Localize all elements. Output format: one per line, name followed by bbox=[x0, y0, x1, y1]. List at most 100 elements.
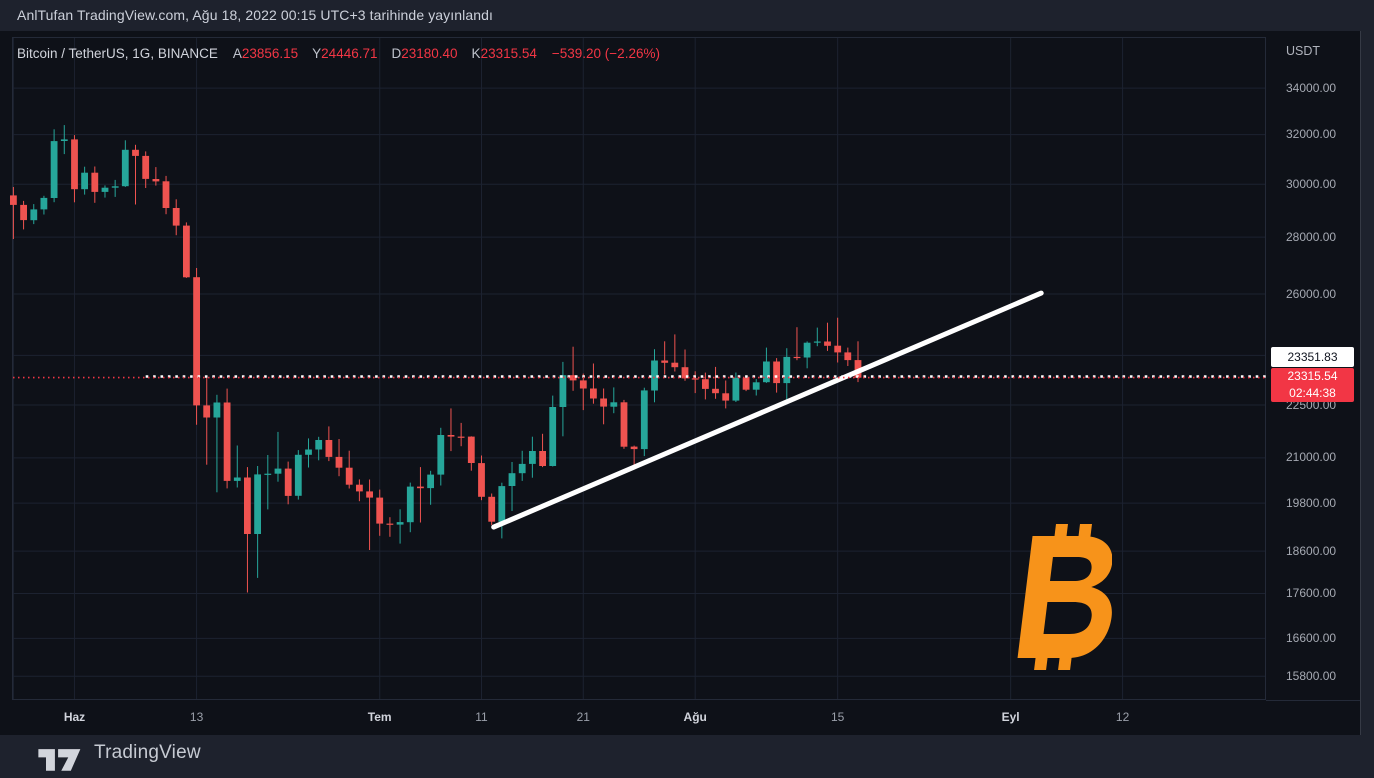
candle-body bbox=[376, 497, 384, 524]
candle-body bbox=[172, 208, 180, 226]
candle-body bbox=[244, 477, 251, 534]
time-tick-label: 13 bbox=[189, 710, 204, 724]
price-tick-label: 19800.00 bbox=[1286, 495, 1337, 510]
candle-body bbox=[152, 179, 160, 182]
time-tick-label: 15 bbox=[831, 710, 845, 724]
candle-body bbox=[447, 435, 455, 437]
symbol-title[interactable]: Bitcoin / TetherUS, 1G, BINANCE bbox=[17, 45, 218, 61]
candle-body bbox=[539, 451, 546, 466]
candle-body bbox=[71, 139, 78, 190]
candle-body bbox=[488, 496, 496, 522]
change-value: −539.20 (−2.26%) bbox=[551, 45, 660, 61]
footer-bar: TradingView bbox=[0, 735, 1374, 778]
prev-close-price-tag: 23351.83 bbox=[1271, 347, 1354, 367]
candle-body bbox=[681, 367, 689, 379]
candle-body bbox=[254, 474, 261, 534]
candlestick-chart[interactable] bbox=[0, 31, 1360, 735]
candle-body bbox=[834, 345, 842, 353]
time-tick-label: Eyl bbox=[1001, 710, 1020, 724]
price-tick-label: 26000.00 bbox=[1286, 286, 1337, 301]
price-tick-label: 18600.00 bbox=[1286, 543, 1337, 558]
candle-body bbox=[356, 484, 363, 492]
candle-body bbox=[732, 377, 740, 401]
last-price-tag: 23315.54 02:44:38 bbox=[1271, 368, 1354, 402]
time-tick-label: 21 bbox=[576, 710, 590, 724]
candle-body bbox=[142, 155, 150, 179]
candle-body bbox=[549, 407, 557, 466]
candle-body bbox=[274, 468, 282, 474]
bitcoin-logo-watermark bbox=[1010, 522, 1113, 677]
candle-body bbox=[417, 486, 424, 489]
candle-body bbox=[793, 356, 801, 359]
time-tick-label: 11 bbox=[475, 710, 488, 724]
candle-body bbox=[325, 440, 333, 457]
candle-body bbox=[712, 388, 719, 394]
candle-body bbox=[111, 186, 119, 188]
candle-body bbox=[366, 491, 373, 498]
chart-legend[interactable]: Bitcoin / TetherUS, 1G, BINANCE A23856.1… bbox=[17, 44, 660, 62]
candle-body bbox=[508, 473, 516, 486]
candle-body bbox=[813, 341, 821, 343]
candle-body bbox=[284, 468, 292, 496]
candle-body bbox=[305, 449, 312, 455]
candle-body bbox=[437, 435, 445, 475]
candle-body bbox=[824, 341, 831, 346]
tradingview-logo-icon[interactable] bbox=[36, 744, 84, 772]
candle-body bbox=[132, 149, 139, 156]
candle-body bbox=[50, 141, 58, 198]
candle-body bbox=[640, 390, 648, 450]
last-price-value: 23315.54 bbox=[1287, 369, 1338, 383]
price-tick-label: 17600.00 bbox=[1286, 586, 1337, 600]
candle-body bbox=[40, 197, 48, 210]
time-tick-label: Ağu bbox=[683, 710, 707, 724]
price-tick-label: 28000.00 bbox=[1286, 229, 1337, 244]
candle-body bbox=[630, 446, 638, 450]
candle-body bbox=[620, 402, 628, 447]
bitcoin-b-glyph bbox=[1017, 536, 1113, 658]
candle-body bbox=[20, 204, 27, 221]
candle-body bbox=[396, 522, 404, 525]
ohlc-high: Y24446.71 bbox=[312, 45, 378, 61]
time-tick-label: Haz bbox=[63, 710, 86, 724]
candle-body bbox=[315, 440, 323, 450]
candle-body bbox=[671, 362, 679, 368]
candle-body bbox=[427, 474, 434, 489]
candle-body bbox=[478, 463, 485, 497]
candle-body bbox=[264, 473, 272, 475]
candle-body bbox=[600, 398, 607, 407]
candle-body bbox=[467, 436, 475, 463]
publish-info-text: AnlTufan TradingView.com, Ağu 18, 2022 0… bbox=[17, 7, 494, 23]
vertical-gridlines bbox=[12, 37, 1124, 700]
publisher-bar: AnlTufan TradingView.com, Ağu 18, 2022 0… bbox=[0, 0, 1374, 31]
candle-body bbox=[193, 277, 200, 406]
candle-body bbox=[121, 149, 129, 187]
bar-countdown: 02:44:38 bbox=[1289, 386, 1336, 400]
candle-body bbox=[183, 225, 190, 278]
price-tick-label: 16600.00 bbox=[1286, 630, 1337, 645]
candle-body bbox=[335, 456, 343, 468]
candle-body bbox=[233, 477, 241, 481]
candle-body bbox=[101, 187, 109, 192]
candle-body bbox=[162, 181, 170, 208]
candle-body bbox=[498, 486, 506, 522]
candle-body bbox=[722, 393, 730, 401]
candle-body bbox=[30, 209, 38, 221]
candle-body bbox=[763, 361, 770, 383]
candle-body bbox=[590, 388, 597, 399]
candle-body bbox=[661, 360, 669, 363]
trendline-drawing[interactable] bbox=[491, 290, 1044, 530]
candle-body bbox=[213, 402, 221, 418]
chart-widget[interactable]: Bitcoin / TetherUS, 1G, BINANCE A23856.1… bbox=[0, 31, 1361, 736]
candle-body bbox=[579, 380, 587, 389]
candle-body bbox=[457, 436, 465, 438]
candle-body bbox=[386, 523, 394, 525]
candle-body bbox=[529, 451, 536, 464]
candle-body bbox=[610, 402, 618, 407]
tradingview-brand-text[interactable]: TradingView bbox=[94, 742, 201, 763]
price-tick-label: 34000.00 bbox=[1286, 80, 1337, 95]
candlestick-series[interactable] bbox=[10, 125, 862, 593]
candle-body bbox=[773, 361, 780, 384]
candle-body bbox=[559, 375, 567, 407]
candle-body bbox=[223, 402, 231, 481]
